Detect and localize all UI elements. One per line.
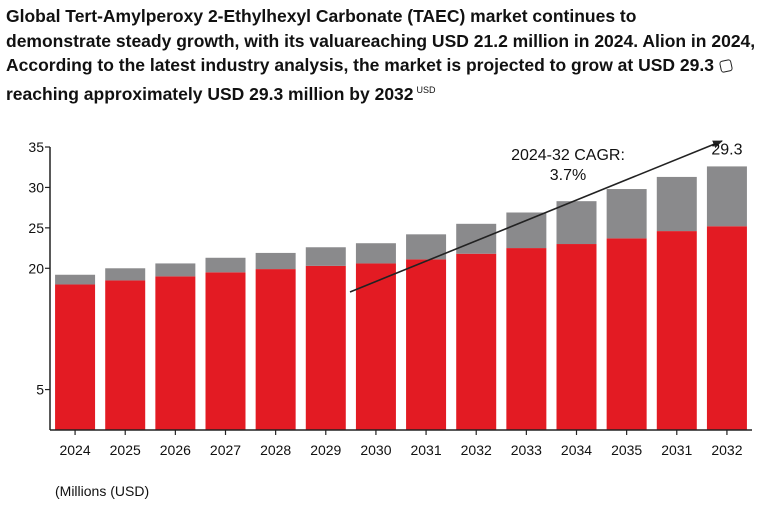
x-tick-label: 2026 <box>160 442 191 458</box>
y-tick-label: 30 <box>28 179 44 195</box>
trend-arrow-icon <box>349 140 723 293</box>
x-tick-label: 2027 <box>210 442 241 458</box>
y-tick-label: 25 <box>28 220 44 236</box>
end-value-label: 29.3 <box>711 141 742 158</box>
annotations: 2024-32 CAGR: 3.7% 29.3 <box>349 140 743 293</box>
bar-segment-growth <box>656 176 697 232</box>
x-tick-label: 2031 <box>661 442 692 458</box>
cagr-label: 2024-32 CAGR: <box>511 147 625 164</box>
x-tick-label: 2028 <box>260 442 291 458</box>
bar-segment-base <box>656 231 697 430</box>
x-tick-label: 2033 <box>511 442 542 458</box>
bar-segment-base <box>155 276 196 430</box>
y-axis-ticks: 35 30 25 20 5 <box>28 139 50 398</box>
headline-line: According to the latest industry analysi… <box>6 53 778 78</box>
x-tick-label: 2030 <box>360 442 391 458</box>
bar-segment-base <box>255 269 296 430</box>
x-tick-label: 2034 <box>561 442 592 458</box>
x-tick-label: 2032 <box>711 442 742 458</box>
bar-segment-growth <box>456 223 497 254</box>
headline-line-text: demonstrate steady growth, with its valu… <box>6 30 756 51</box>
bar-segment-base <box>456 253 497 430</box>
y-tick-label: 5 <box>36 382 44 398</box>
bar-segment-growth <box>255 252 296 270</box>
bar-segment-base <box>105 280 146 430</box>
bar-segment-base <box>556 244 597 430</box>
bar-segment-growth <box>205 257 246 273</box>
x-tick-label: 2032 <box>461 442 492 458</box>
bars-layer <box>55 166 747 430</box>
bar-segment-base <box>205 272 246 430</box>
cagr-value: 3.7% <box>550 167 586 184</box>
x-tick-label: 2024 <box>59 442 90 458</box>
headline-line-text: According to the latest industry analysi… <box>6 55 714 75</box>
headline-line-text: Global Tert-Amylperoxy 2-Ethylhexyl Carb… <box>6 6 637 26</box>
bar-segment-growth <box>506 212 547 249</box>
headline-line: Global Tert-Amylperoxy 2-Ethylhexyl Carb… <box>6 4 778 29</box>
bar-segment-base <box>406 259 447 430</box>
bar-segment-growth <box>706 166 747 227</box>
bar-segment-base <box>606 238 647 430</box>
bar-segment-growth <box>305 247 346 266</box>
headline-line: demonstrate steady growth, with its valu… <box>6 29 778 54</box>
bar-segment-base <box>506 248 547 430</box>
x-tick-label: 2031 <box>410 442 441 458</box>
x-tick-label: 2035 <box>611 442 642 458</box>
bar-segment-base <box>706 226 747 430</box>
x-tick-label: 2025 <box>110 442 141 458</box>
headline-line: reaching approximately USD 29.3 million … <box>6 78 778 106</box>
bar-segment-base <box>355 263 396 430</box>
bar-segment-growth <box>55 274 96 285</box>
bar-segment-growth <box>105 268 146 281</box>
x-axis-ticks: 2024 2025 2026 2027 2028 2029 2030 2031 2032 2033… <box>59 430 743 458</box>
bar-segment-base <box>305 265 346 430</box>
headline-unit: USD <box>416 84 436 95</box>
headline-line-text: reaching approximately USD 29.3 million … <box>6 83 414 104</box>
y-tick-label: 35 <box>28 139 44 155</box>
unit-note: (Millions (USD) <box>55 483 150 499</box>
bar-segment-growth <box>556 201 597 245</box>
chart-headline: Global Tert-Amylperoxy 2-Ethylhexyl Carb… <box>6 4 778 106</box>
x-tick-label: 2029 <box>310 442 341 458</box>
bar-segment-growth <box>355 243 396 264</box>
bar-segment-growth <box>155 263 196 277</box>
y-tick-label: 20 <box>28 260 44 276</box>
bar-segment-growth <box>606 189 647 239</box>
bar-segment-base <box>55 284 96 430</box>
